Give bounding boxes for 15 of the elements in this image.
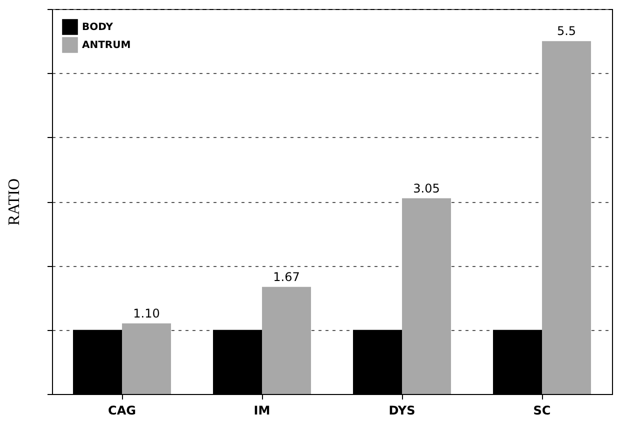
data-label: 3.05 <box>413 181 440 196</box>
x-tick-label: CAG <box>108 404 136 418</box>
bar <box>122 323 171 394</box>
x-tick-label: IM <box>254 404 270 418</box>
x-tick-label: DYS <box>388 404 416 418</box>
y-axis-title: RATIO <box>6 178 23 226</box>
bar <box>262 286 311 394</box>
data-label: 5.5 <box>556 24 576 38</box>
legend-label: BODY <box>82 22 114 33</box>
legend-label: ANTRUM <box>82 40 131 51</box>
bar <box>402 198 451 394</box>
bar <box>542 41 591 394</box>
data-label: 1.67 <box>273 270 300 284</box>
x-tick-label: SC <box>533 404 551 418</box>
data-label: 1.10 <box>133 306 160 320</box>
